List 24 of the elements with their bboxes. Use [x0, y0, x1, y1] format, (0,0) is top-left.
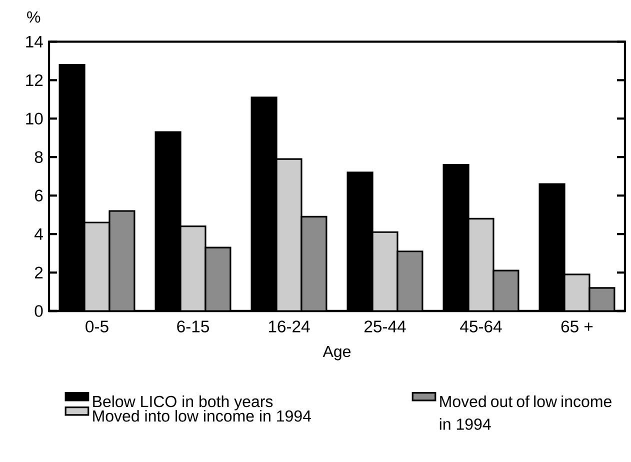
y-tick-label: 12	[26, 74, 43, 86]
bar	[180, 226, 206, 311]
x-tick-label: 6-15	[177, 320, 209, 332]
legend-label: Below LICO in both years	[93, 395, 273, 410]
x-tick-label: 45-64	[460, 320, 502, 332]
x-tick-label: 0-5	[86, 320, 108, 332]
bar	[468, 218, 494, 311]
x-tick-label: 16-24	[268, 320, 310, 332]
y-tick-label: 2	[34, 266, 43, 278]
y-tick-label: 4	[34, 228, 43, 240]
legend-label: Moved out of low income in 1994	[440, 395, 612, 430]
y-axis-title: %	[27, 11, 40, 23]
x-tick-label: 25-44	[364, 320, 406, 332]
y-tick-label: 8	[34, 151, 43, 163]
x-axis-title: Age	[322, 346, 351, 360]
legend-label: Moved into low income in 1994	[93, 410, 311, 422]
y-tick-label: 0	[34, 305, 43, 317]
y-tick-label: 6	[34, 190, 43, 202]
x-tick-label: 65 +	[561, 320, 593, 332]
y-tick-label: 14	[26, 36, 43, 48]
bar	[84, 222, 110, 311]
y-tick-label: 10	[26, 112, 43, 125]
bar	[372, 231, 398, 311]
bar	[276, 158, 302, 311]
